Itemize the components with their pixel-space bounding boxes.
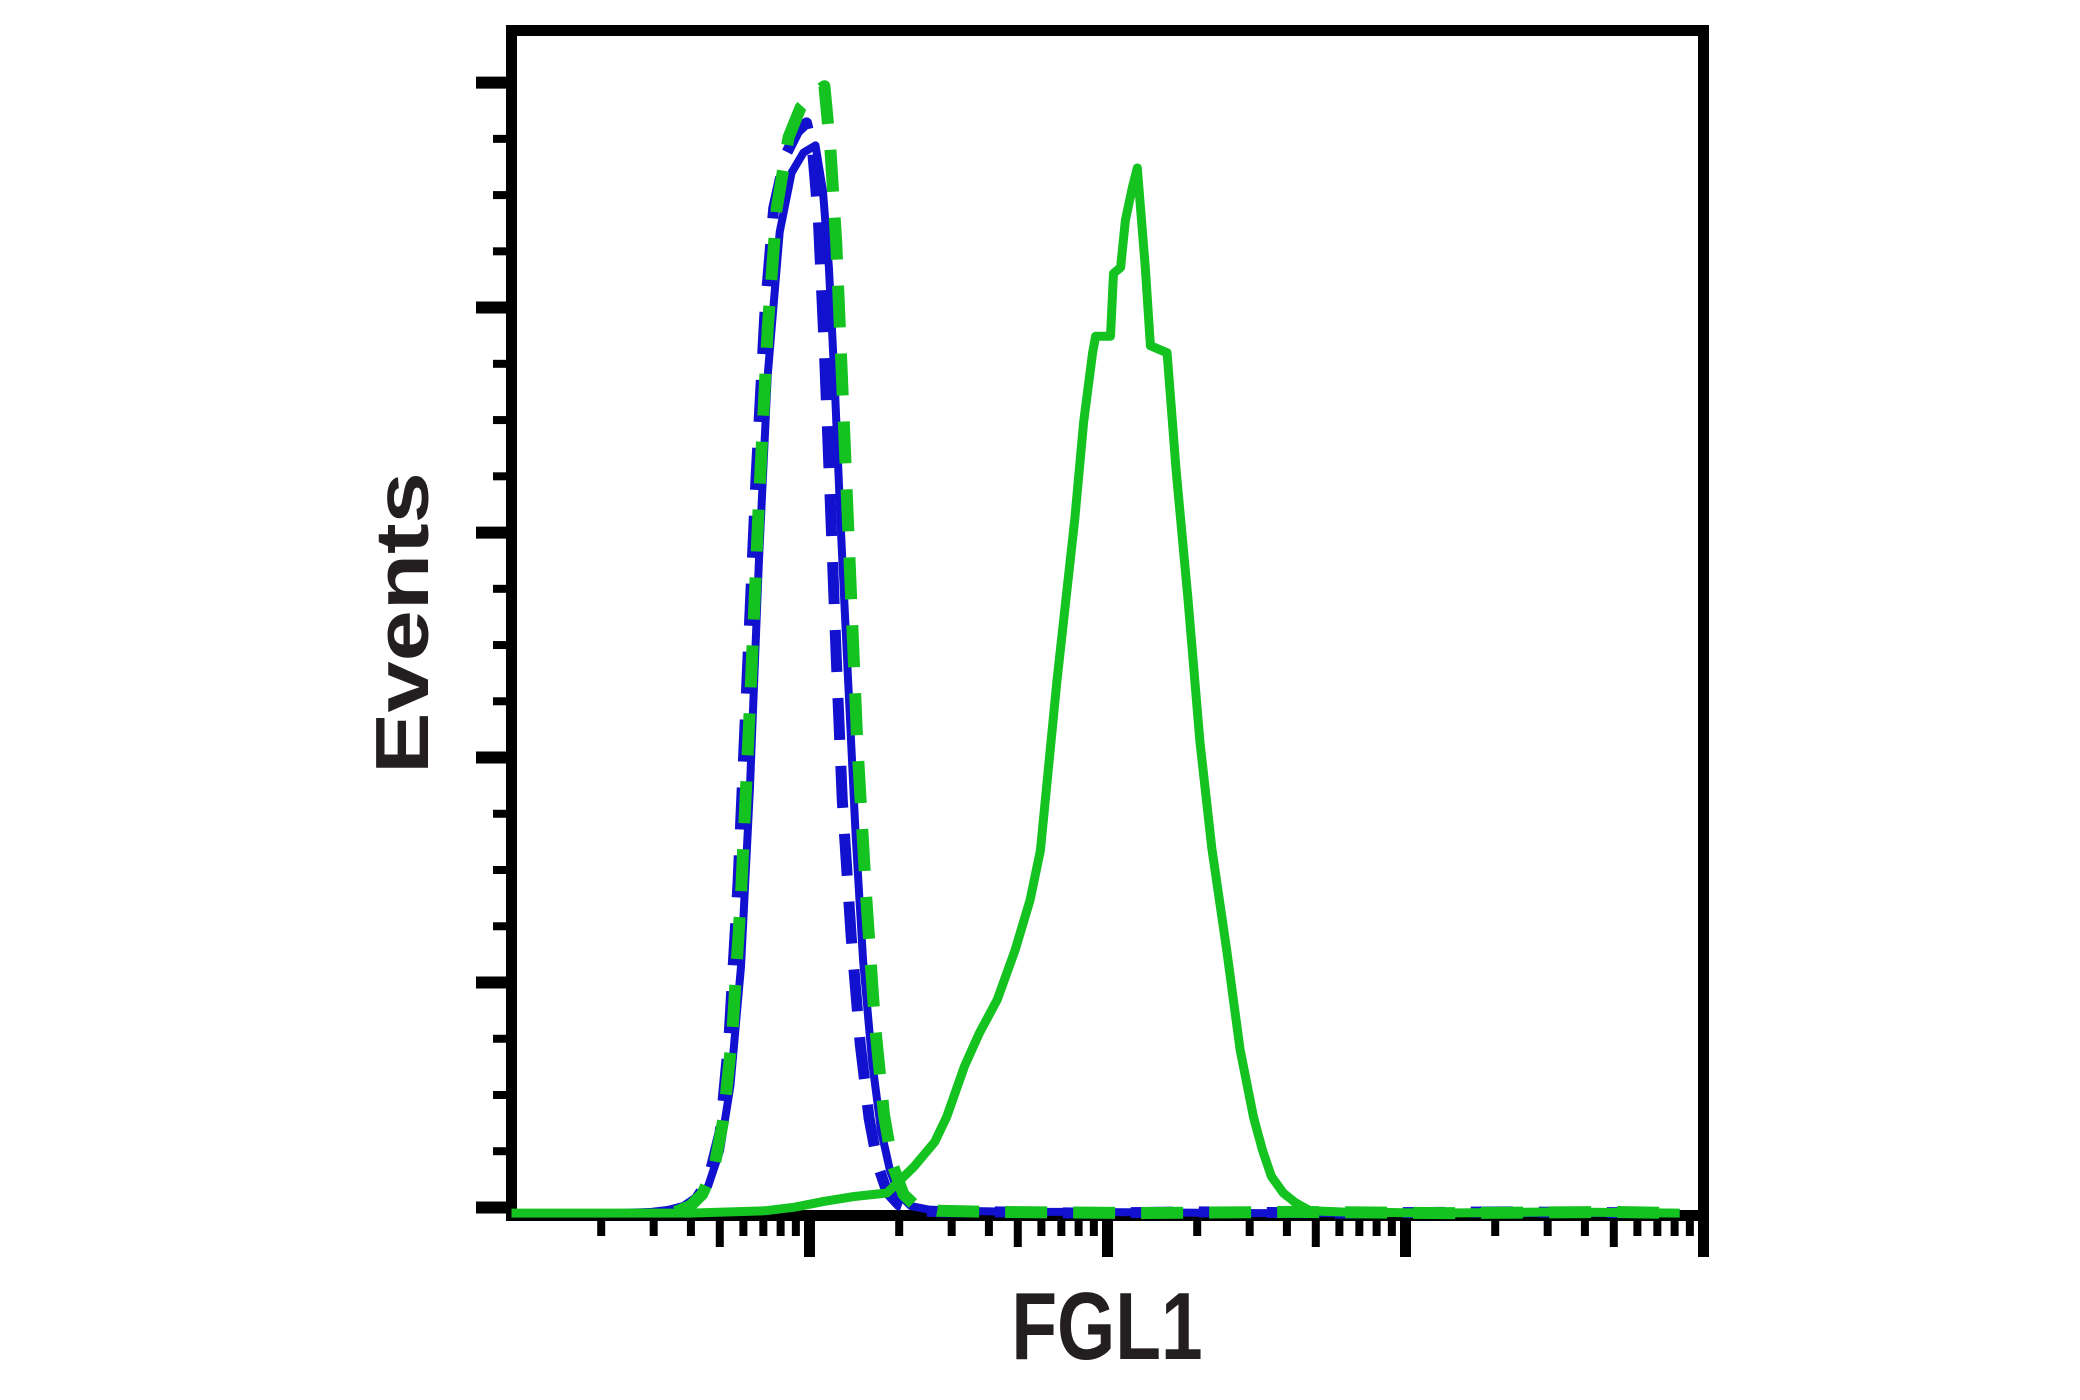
solid-blue-histogram — [511, 141, 1680, 1218]
dashed-blue-histogram — [665, 117, 1674, 1219]
solid-green-histogram — [511, 163, 1680, 1218]
plot-frame — [506, 25, 1709, 1221]
y-axis-label: Events — [360, 472, 445, 774]
x-axis-label: FGL1 — [1011, 1273, 1203, 1380]
dashed-green-histogram — [673, 80, 1680, 1220]
